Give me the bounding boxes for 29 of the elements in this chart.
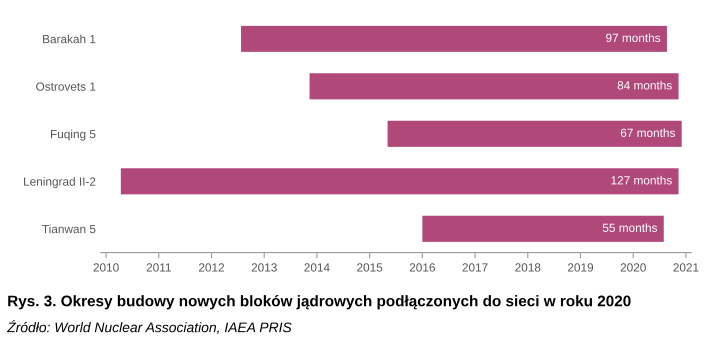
bar (388, 120, 682, 147)
bar (422, 216, 664, 242)
bar (241, 26, 667, 52)
x-tick-label: 2017 (462, 263, 488, 272)
x-tick-label: 2018 (515, 263, 540, 272)
y-tick-label: Fuqing 5 (50, 130, 96, 141)
annotation: 97 months (606, 33, 660, 42)
x-tick-label: 2016 (410, 263, 435, 272)
x-tick-label: 2015 (357, 263, 382, 272)
y-tick-label: Tianwan 5 (42, 224, 96, 234)
y-tick-label: Ostrovets 1 (36, 82, 96, 91)
x-tick-label: 2021 (673, 263, 698, 272)
x-tick-label: 2014 (304, 263, 330, 272)
x-tick-label: 2011 (146, 263, 171, 272)
annotation: 84 months (618, 80, 672, 90)
x-tick-label: 2012 (198, 263, 224, 272)
x-tick-label: 2020 (620, 263, 646, 272)
text: Rys. 3. Okresy budowy nowych bloków jądrowych podłączonych do sieci w roku 2020 (8, 295, 631, 310)
x-tick-label: 2013 (252, 263, 277, 272)
x-tick-label: 2019 (568, 263, 594, 272)
bar (120, 168, 679, 194)
text: Źródło: World Nuclear Association, IAEA PRIS (6, 320, 292, 334)
y-tick-label: Leningrad II-2 (24, 177, 96, 188)
x-tick-label: 2010 (94, 263, 119, 272)
annotation: 127 months (611, 176, 672, 185)
annotation: 55 months (602, 223, 658, 232)
bar (310, 73, 679, 100)
annotation: 67 months (620, 128, 675, 138)
y-tick-label: Barakah 1 (43, 34, 96, 44)
